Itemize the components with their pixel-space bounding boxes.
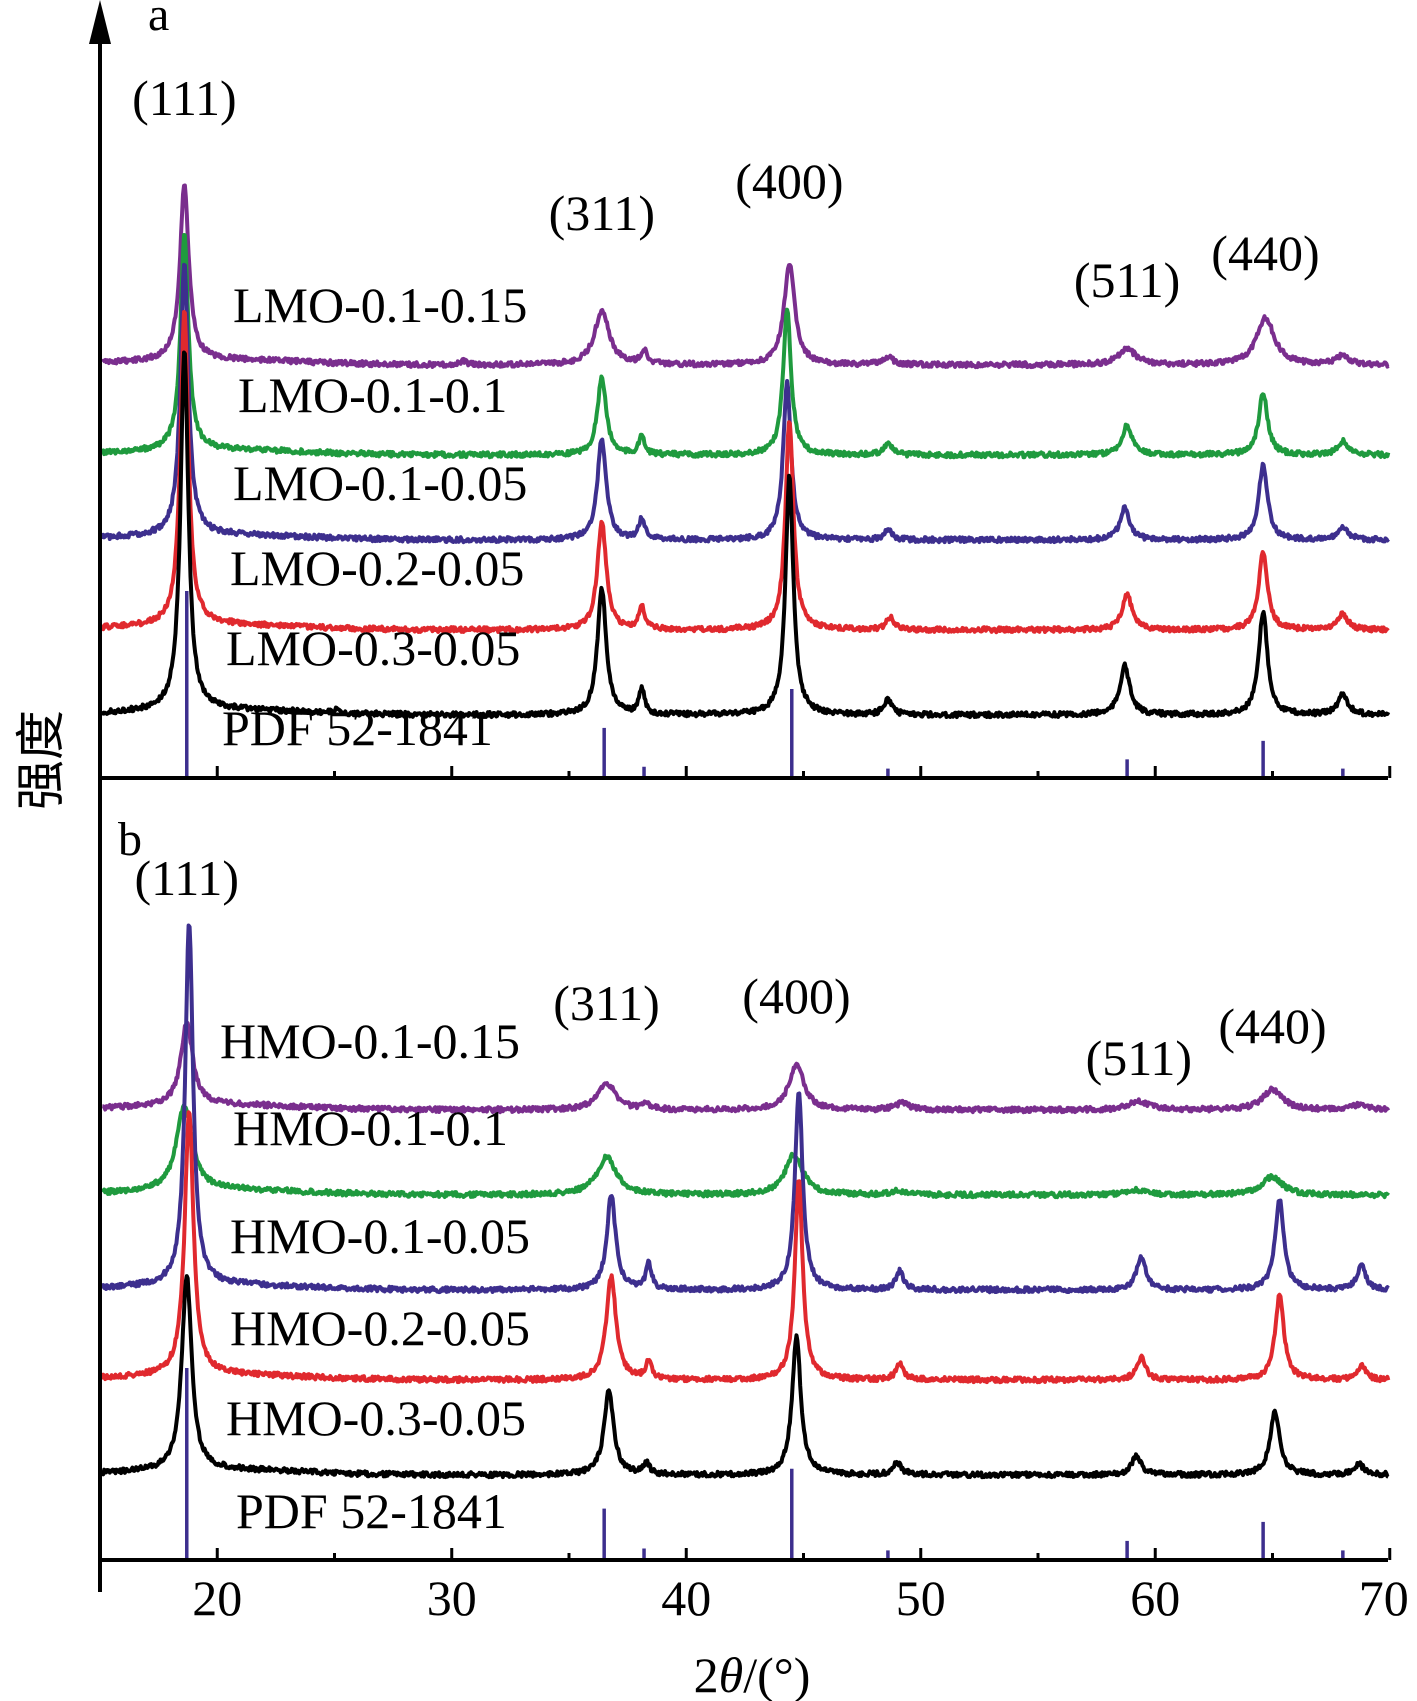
peak-annotation: (111) [132,70,237,126]
peak-annotation: (111) [134,850,239,906]
series-label: HMO-0.1-0.05 [230,1208,530,1264]
plot-series [100,183,1391,1480]
y-axis-arrow [89,0,111,44]
axes [89,0,1392,1592]
series-line-lmo-0.1-0.15 [100,183,1390,370]
peak-annotation: (511) [1074,252,1180,308]
x-tick-label: 50 [896,1570,946,1626]
peak-annotation: (311) [549,185,655,241]
panel-b-label: b [118,813,142,866]
series-label: HMO-0.1-0.1 [233,1100,508,1156]
series-label: LMO-0.1-0.1 [238,367,507,423]
x-axis-label: 2θ/(°) [694,1647,811,1701]
panel-a-label: a [148,0,169,41]
x-tick-label: 70 [1359,1570,1409,1626]
x-axis-label-theta: θ [719,1647,744,1701]
x-axis-label-unit: /(°) [743,1647,810,1701]
x-axis-label-prefix: 2 [694,1647,719,1701]
series-line-hmo-0.1-0.05 [100,923,1390,1295]
reference-label: PDF 52-1841 [222,700,493,756]
labels: a b 强度 2θ/(°) LMO-0.1-0.15 LMO-0.1-0.1 LMO… [13,0,1409,1701]
peak-annotation: (400) [742,968,850,1024]
peak-annotation: (400) [735,153,843,209]
series-line-lmo-0.3-0.05 [100,350,1391,720]
peak-annotation: (511) [1086,1030,1192,1086]
x-tick-label: 20 [192,1570,242,1626]
series-label: HMO-0.3-0.05 [226,1390,526,1446]
peak-annotation: (440) [1211,225,1319,281]
reference-lines [185,591,1345,1558]
series-label: HMO-0.1-0.15 [220,1013,520,1069]
series-label: HMO-0.2-0.05 [230,1300,530,1356]
series-line-lmo-0.1-0.1 [100,233,1391,460]
x-tick-label: 30 [427,1570,477,1626]
series-line-hmo-0.1-0.1 [100,1102,1390,1200]
series-line-lmo-0.1-0.05 [100,262,1390,545]
peak-annotation: (311) [553,975,659,1031]
series-label: LMO-0.1-0.15 [233,277,527,333]
series-line-hmo-0.1-0.15 [101,1020,1391,1115]
series-label: LMO-0.1-0.05 [233,455,527,511]
series-line-lmo-0.2-0.05 [100,310,1390,635]
series-line-hmo-0.2-0.05 [100,1110,1391,1385]
peak-annotation: (440) [1218,998,1326,1054]
reference-label: PDF 52-1841 [236,1483,507,1539]
x-tick-label: 60 [1130,1570,1180,1626]
series-label: LMO-0.2-0.05 [230,540,524,596]
y-axis-label: 强度 [13,710,69,810]
x-tick-label: 40 [661,1570,711,1626]
series-line-hmo-0.3-0.05 [100,1274,1390,1480]
series-label: LMO-0.3-0.05 [226,620,520,676]
